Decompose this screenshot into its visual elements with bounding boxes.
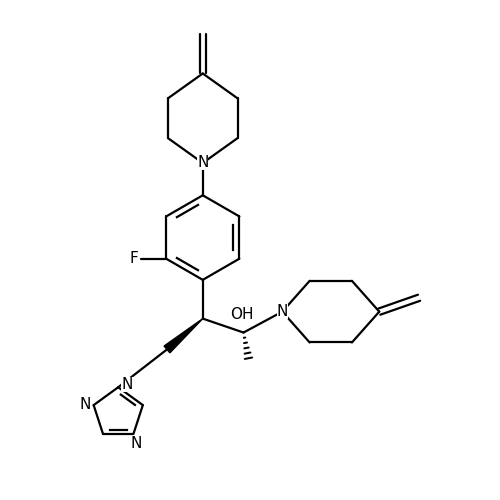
- Text: N: N: [276, 304, 288, 319]
- Text: N: N: [79, 396, 90, 411]
- Text: N: N: [122, 377, 133, 392]
- Text: N: N: [130, 436, 141, 452]
- Text: F: F: [130, 251, 138, 266]
- Text: OH: OH: [230, 307, 254, 322]
- Text: N: N: [197, 156, 208, 170]
- Polygon shape: [164, 318, 203, 353]
